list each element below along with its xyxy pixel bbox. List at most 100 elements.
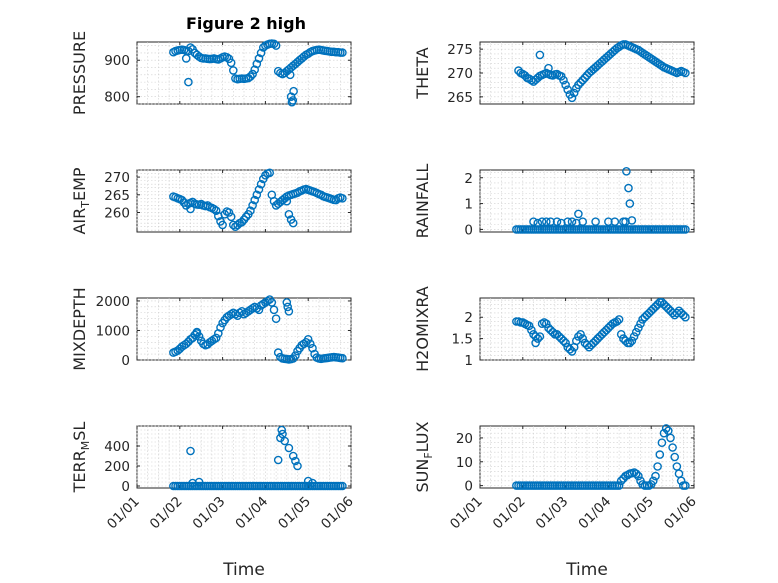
- data-point: [636, 319, 645, 329]
- data-point: [271, 41, 281, 50]
- data-point: [651, 302, 660, 311]
- data-point: [256, 48, 266, 58]
- data-point: [209, 204, 219, 214]
- data-point: [657, 297, 667, 307]
- data-point: [269, 196, 279, 206]
- y-tick-label: 0: [121, 479, 130, 495]
- y-tick-label: 2: [464, 310, 473, 326]
- y-axis-label: H2OMIXRA: [413, 286, 432, 372]
- data-point: [186, 43, 195, 52]
- data-point: [612, 317, 622, 326]
- data-point: [616, 476, 626, 486]
- data-point: [184, 77, 193, 87]
- data-point: [293, 461, 302, 471]
- axes-container: 800 900 PRESSURE 265 270 275 THETA 260 265 270 AIR…: [70, 31, 700, 580]
- data-point: [681, 481, 690, 490]
- data-point: [649, 304, 658, 314]
- data-point: [631, 469, 641, 479]
- y-tick-label: 800: [104, 90, 130, 106]
- data-point: [578, 217, 588, 226]
- data-point: [653, 300, 662, 309]
- data-point: [576, 78, 585, 87]
- data-point: [338, 481, 347, 491]
- data-point: [338, 48, 347, 57]
- data-point: [614, 481, 624, 490]
- data-point: [305, 339, 315, 349]
- plot-area: [136, 169, 352, 233]
- data-point: [554, 332, 564, 341]
- data-point: [211, 333, 221, 343]
- data-point: [537, 217, 547, 226]
- data-point: [634, 323, 643, 333]
- data-point: [625, 338, 635, 348]
- data-point: [591, 217, 600, 226]
- data-point: [565, 344, 575, 354]
- data-point: [267, 298, 277, 307]
- y-tick-label: 1: [464, 197, 473, 213]
- data-point: [599, 327, 609, 337]
- data-point: [567, 217, 577, 226]
- data-point: [282, 298, 292, 307]
- data-point: [563, 85, 573, 94]
- data-point: [288, 218, 298, 228]
- data-point: [552, 217, 562, 226]
- data-point: [621, 217, 630, 226]
- data-point: [181, 54, 191, 63]
- data-point: [642, 310, 652, 320]
- data-point: [542, 217, 551, 226]
- data-point: [535, 332, 545, 341]
- data-point: [535, 50, 545, 60]
- data-point: [338, 353, 347, 363]
- data-point: [576, 329, 585, 339]
- x-tick-label: 01/05: [618, 494, 657, 533]
- data-point: [233, 220, 242, 230]
- y-tick-label: 0: [464, 222, 473, 238]
- y-tick-label: 260: [104, 206, 130, 222]
- data-point: [261, 170, 270, 180]
- data-point: [542, 319, 551, 329]
- axes-pressure: 800 900 PRESSURE: [70, 31, 352, 115]
- data-point: [638, 315, 647, 324]
- y-tick-label: 265: [447, 90, 473, 106]
- data-point: [277, 425, 287, 435]
- y-tick-label: 200: [104, 459, 130, 475]
- data-point: [659, 300, 669, 309]
- data-point: [676, 476, 686, 486]
- data-point: [563, 217, 573, 226]
- axes-rainfall: 0 1 2 RAINFALL: [413, 164, 695, 238]
- data-point: [653, 462, 662, 471]
- data-point: [610, 217, 620, 226]
- y-tick-label: 1.5: [452, 332, 473, 348]
- x-tick-label: 01/01: [447, 494, 486, 533]
- data-point: [186, 204, 195, 214]
- data-point: [269, 305, 279, 315]
- x-tick-label: 01/05: [275, 494, 314, 533]
- data-point: [303, 334, 313, 344]
- data-point: [651, 471, 660, 481]
- y-tick-label: 270: [447, 66, 473, 82]
- data-point: [291, 351, 300, 360]
- data-point: [659, 428, 669, 438]
- data-point: [248, 201, 257, 210]
- data-point: [252, 59, 262, 69]
- data-point: [681, 225, 690, 234]
- data-point: [531, 332, 540, 341]
- data-point: [284, 443, 294, 453]
- data-point: [288, 451, 298, 461]
- data-point: [679, 310, 688, 320]
- data-point: [614, 315, 624, 324]
- data-point: [578, 75, 588, 85]
- y-tick-label: 2: [464, 171, 473, 187]
- x-tick-label: 01/01: [104, 494, 143, 533]
- plot-area: [136, 425, 352, 489]
- data-point: [222, 53, 232, 62]
- y-axis-label: PRESSURE: [70, 31, 89, 115]
- y-axis-label: MIXDEPTH: [70, 287, 89, 370]
- data-point: [254, 305, 264, 315]
- data-point: [593, 334, 603, 343]
- data-point: [616, 329, 626, 339]
- axes-terr_msl: 01/01 01/02 01/03 01/04 01/05 01/06 0 200 400 TER…: [70, 422, 357, 580]
- data-point: [237, 217, 247, 227]
- data-point: [273, 455, 283, 465]
- data-point: [527, 325, 536, 335]
